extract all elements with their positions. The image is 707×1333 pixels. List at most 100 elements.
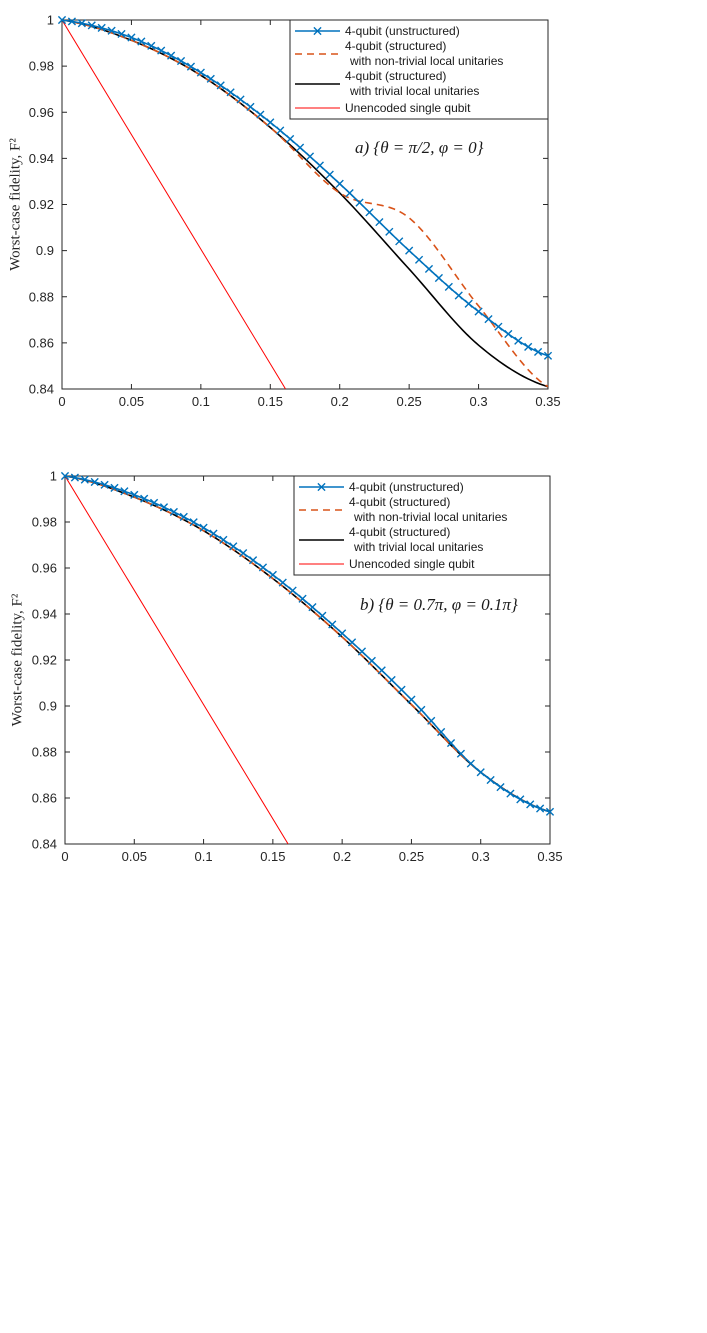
panel-b-series-1-marker — [437, 727, 446, 737]
panel-a-y-axis-label: Worst-case fidelity, F² — [7, 138, 23, 271]
panel-b-series-1-marker — [516, 795, 525, 804]
panel-a-series-1-marker — [365, 208, 374, 217]
panel-b-series-1-marker — [219, 535, 228, 544]
panel-a-y-tick-label: 0.98 — [29, 59, 54, 74]
panel-b-y-tick-label: 0.9 — [39, 699, 57, 714]
panel-a-series-1-marker — [295, 143, 305, 152]
panel-b-legend-marker — [317, 482, 326, 492]
panel-a-series-1-marker — [494, 322, 503, 331]
panel-a-series-1-marker — [176, 56, 186, 66]
panel-a-legend-label-2: with non-trivial local unitaries — [349, 54, 503, 68]
panel-a-series-1-marker — [276, 126, 285, 135]
panel-b-series-1-marker — [278, 578, 287, 587]
panel-b-series-1-marker — [526, 800, 535, 809]
panel-b-series-1-marker — [357, 647, 367, 656]
panel-b-series-2-line — [65, 476, 550, 813]
panel-b-legend-box — [293, 475, 551, 576]
panel-b-y-tick-label: 0.88 — [32, 745, 57, 760]
panel-b-x-tick-label: 0.1 — [195, 849, 213, 864]
panel-a-series-1-marker — [157, 46, 166, 55]
panel-b-series-1-marker — [536, 804, 545, 813]
panel-a-series-1-marker — [385, 227, 394, 236]
panel-b-series-1-marker — [268, 570, 277, 579]
panel-b-legend-label-2: with non-trivial local unitaries — [353, 510, 507, 524]
panel-b-series-1-marker — [407, 695, 416, 704]
panel-a-x-tick-label: 0.2 — [331, 394, 349, 409]
panel-a-x-tick-label: 0.3 — [470, 394, 488, 409]
panel-a-series-1-marker — [87, 21, 96, 30]
panel-a-series-1-marker — [186, 62, 196, 71]
panel-b-y-tick-label: 0.96 — [32, 561, 57, 576]
panel-b-series-1-marker — [328, 620, 337, 629]
panel-a-legend-marker — [313, 26, 322, 36]
panel-b-series-1-marker — [140, 494, 149, 503]
panel-a-series-1-marker — [454, 291, 463, 300]
panel-b-x-tick-label: 0 — [61, 849, 68, 864]
panel-a-legend-label-1: 4-qubit (unstructured) — [345, 24, 460, 38]
panel-b-series-1-marker — [60, 471, 70, 481]
panel-a-series-1-marker — [117, 29, 126, 39]
panel-b-series-1-marker — [258, 563, 268, 572]
panel-b-series-1-marker — [298, 594, 307, 603]
panel-a-series-1-marker — [395, 237, 404, 246]
panel-a-legend-label-3: 4-qubit (structured) — [345, 69, 446, 83]
panel-b-series-1-marker — [417, 705, 426, 714]
panel-a-series-1-marker — [355, 198, 364, 207]
panel-a-legend-label-4: Unencoded single qubit — [345, 101, 471, 115]
panel-a-series-1-marker — [524, 342, 533, 351]
panel-a-y-tick-label: 0.92 — [29, 197, 54, 212]
panel-b-series-1-marker — [70, 473, 79, 482]
panel-a-series-1-marker — [434, 273, 443, 283]
panel-a-series-1-marker — [305, 152, 315, 161]
panel-b-y-tick-label: 0.92 — [32, 653, 57, 668]
panel-a-y-tick-label: 0.84 — [29, 382, 54, 397]
panel-b-x-tick-label: 0.25 — [399, 849, 424, 864]
panel-b-y-axis-label: Worst-case fidelity, F² — [9, 593, 25, 726]
panel-b-series-1-marker — [347, 638, 357, 647]
panel-a-series-1-marker — [147, 41, 156, 50]
panel-b-series-1-marker — [545, 807, 555, 816]
panel-b-y-tick-label: 0.94 — [32, 607, 57, 622]
panel-b-series-1-marker — [80, 475, 89, 484]
panel-b-series-1-marker — [239, 549, 248, 558]
panel-b-series-1-marker — [209, 529, 218, 538]
panel-b-x-tick-label: 0.15 — [260, 849, 285, 864]
panel-a-series-2-line — [62, 20, 548, 388]
panel-a-series-1-marker — [464, 299, 473, 308]
panel-a-series-1-marker — [57, 15, 67, 25]
panel-a-series-1-marker — [137, 37, 146, 46]
panel-a-series-1-marker — [533, 347, 543, 357]
panel-a-series-1-marker — [325, 170, 334, 179]
panel-a-x-tick-label: 0.05 — [119, 394, 144, 409]
panel-b-series-1-marker — [149, 498, 159, 507]
panel-a-series-4-line — [62, 20, 286, 389]
panel-b-series-1-marker — [120, 487, 129, 496]
panel-a-series-1-marker — [196, 68, 205, 77]
panel-b-annotation: b) {θ = 0.7π, φ = 0.1π} — [360, 595, 518, 614]
panel-a-x-tick-label: 0.1 — [192, 394, 210, 409]
panel-a-y-tick-label: 0.88 — [29, 289, 54, 304]
panel-b-series-1-marker — [456, 749, 466, 758]
panel-a-series-1-marker — [424, 264, 434, 274]
panel-a-series-1-marker — [474, 307, 483, 316]
panel-a-series-1-marker — [543, 351, 553, 360]
panel-b-legend-label-1: 4-qubit (unstructured) — [349, 480, 464, 494]
panel-b-x-tick-label: 0.3 — [472, 849, 490, 864]
panel-b-legend-label-2: 4-qubit (structured) — [349, 495, 450, 509]
panel-a-series-1-marker — [335, 179, 344, 188]
panel-a-series-1-marker — [414, 255, 424, 264]
panel-a-x-tick-label: 0.15 — [258, 394, 283, 409]
panel-a-series-1-marker — [266, 118, 275, 127]
panel-b-series-1-marker — [397, 685, 406, 694]
panel-b-y-tick-label: 0.98 — [32, 515, 57, 530]
panel-b-series-1-marker — [476, 768, 485, 777]
panel-b-series-1-marker — [288, 586, 297, 595]
panel-b-series-1-marker — [110, 483, 119, 492]
panel-a-series-1-marker — [107, 26, 116, 35]
panel-a-series-1-marker — [226, 88, 235, 97]
panel-b-y-tick-label: 0.84 — [32, 837, 57, 852]
panel-a-series-1-marker — [504, 329, 513, 339]
panel-b-series-4-line — [65, 476, 289, 844]
panel-a-series-1-marker — [514, 336, 523, 345]
panel-b-legend-label-3: with trivial local unitaries — [353, 540, 483, 554]
